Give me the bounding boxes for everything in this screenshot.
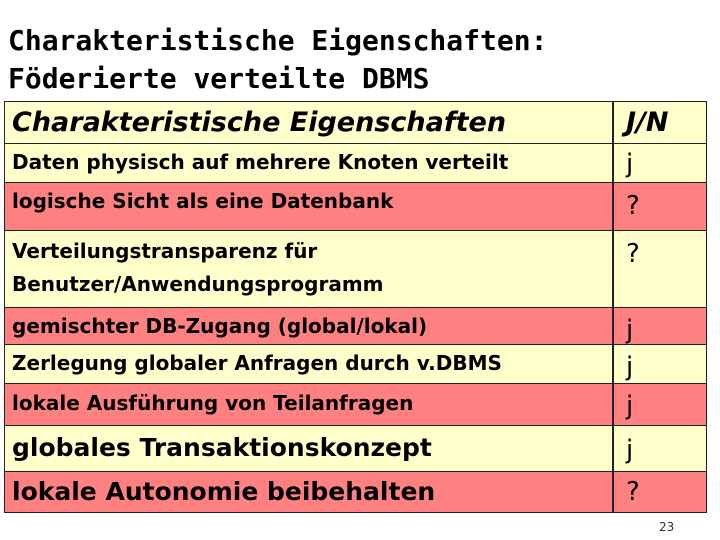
property-cell: Verteilungstransparenz für Benutzer/Anwe… xyxy=(5,231,614,307)
property-text: gemischter DB-Zugang (global/lokal) xyxy=(12,314,428,338)
value-cell: j xyxy=(626,391,634,421)
table-row: lokale Autonomie beibehalten ? xyxy=(5,471,706,512)
property-cell: logische Sicht als eine Datenbank xyxy=(5,183,614,230)
table-row: lokale Ausführung von Teilanfragen j xyxy=(5,383,706,425)
value-cell: j xyxy=(626,352,634,382)
property-text: Benutzer/Anwendungsprogramm xyxy=(12,272,384,296)
property-text: logische Sicht als eine Datenbank xyxy=(12,189,394,213)
property-cell: Daten physisch auf mehrere Knoten vertei… xyxy=(5,144,614,182)
property-cell: lokale Autonomie beibehalten xyxy=(5,472,614,512)
table-row: Daten physisch auf mehrere Knoten vertei… xyxy=(5,143,706,182)
title-line-2: Föderierte verteilte DBMS xyxy=(8,62,430,95)
header-property: Charakteristische Eigenschaften xyxy=(5,102,614,143)
slide-title: Charakteristische Eigenschaften: Föderie… xyxy=(8,22,708,98)
table-row: logische Sicht als eine Datenbank ? xyxy=(5,182,706,230)
property-cell: gemischter DB-Zugang (global/lokal) xyxy=(5,308,614,344)
value-cell: ? xyxy=(626,191,640,221)
property-text: Daten physisch auf mehrere Knoten vertei… xyxy=(12,150,509,174)
value-cell: ? xyxy=(626,477,640,507)
header-yes-no: J/N xyxy=(626,107,669,138)
table-row: gemischter DB-Zugang (global/lokal) j xyxy=(5,307,706,345)
value-cell: ? xyxy=(626,239,640,269)
value-cell: j xyxy=(626,315,634,345)
table-header-row: Charakteristische Eigenschaften J/N xyxy=(5,102,706,143)
table-row: globales Transaktionskonzept j xyxy=(5,425,706,471)
table-row: Verteilungstransparenz für Benutzer/Anwe… xyxy=(5,230,706,307)
property-cell: lokale Ausführung von Teilanfragen xyxy=(5,384,614,425)
property-text: Verteilungstransparenz für xyxy=(12,239,318,263)
title-line-1: Charakteristische Eigenschaften: xyxy=(8,24,548,57)
property-text: lokale Autonomie beibehalten xyxy=(12,477,436,506)
property-text: globales Transaktionskonzept xyxy=(12,433,432,462)
property-cell: Zerlegung globaler Anfragen durch v.DBMS xyxy=(5,345,614,383)
property-text: lokale Ausführung von Teilanfragen xyxy=(12,391,414,415)
property-text: Zerlegung globaler Anfragen durch v.DBMS xyxy=(12,351,502,375)
value-cell: j xyxy=(626,149,634,179)
property-cell: globales Transaktionskonzept xyxy=(5,426,614,471)
properties-table: Charakteristische Eigenschaften J/N Date… xyxy=(4,101,707,513)
table-row: Zerlegung globaler Anfragen durch v.DBMS… xyxy=(5,344,706,383)
value-cell: j xyxy=(626,435,634,465)
page-number: 23 xyxy=(659,520,675,534)
